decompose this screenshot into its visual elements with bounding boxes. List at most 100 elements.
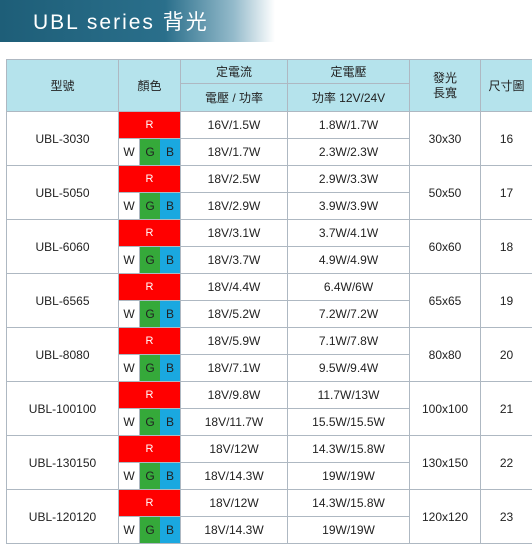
const-voltage-value: 2.9W/3.3W: [288, 166, 410, 193]
const-current-value: 18V/1.7W: [181, 139, 288, 166]
const-current-value: 18V/12W: [181, 436, 288, 463]
const-current-value: 18V/5.9W: [181, 328, 288, 355]
blue-swatch: B: [160, 139, 180, 165]
header-color: 顏色: [119, 60, 181, 112]
red-swatch: R: [119, 436, 180, 462]
const-voltage-value: 3.7W/4.1W: [288, 220, 410, 247]
const-voltage-value: 1.8W/1.7W: [288, 112, 410, 139]
size-chart-cell: 19: [481, 274, 532, 328]
header-sub-current: 電壓 / 功率: [181, 84, 288, 112]
white-swatch: W: [119, 139, 140, 165]
size-chart-cell: 21: [481, 382, 532, 436]
blue-swatch: B: [160, 355, 180, 381]
model-cell: UBL-100100: [7, 382, 119, 436]
color-red-cell: R: [119, 220, 181, 247]
red-swatch: R: [119, 112, 180, 138]
const-voltage-value: 7.2W/7.2W: [288, 301, 410, 328]
model-cell: UBL-8080: [7, 328, 119, 382]
led-size-cell: 30x30: [410, 112, 481, 166]
const-voltage-value: 9.5W/9.4W: [288, 355, 410, 382]
const-current-value: 18V/2.5W: [181, 166, 288, 193]
color-red-cell: R: [119, 274, 181, 301]
green-swatch: G: [140, 139, 160, 165]
led-size-cell: 130x150: [410, 436, 481, 490]
header-const-voltage: 定電壓: [288, 60, 410, 84]
blue-swatch: B: [160, 247, 180, 273]
model-cell: UBL-5050: [7, 166, 119, 220]
green-swatch: G: [140, 355, 160, 381]
const-voltage-value: 7.1W/7.8W: [288, 328, 410, 355]
header-led-len-wid: 發光 長寬: [410, 60, 481, 112]
red-swatch: R: [119, 274, 180, 300]
const-current-value: 18V/2.9W: [181, 193, 288, 220]
const-current-value: 16V/1.5W: [181, 112, 288, 139]
green-swatch: G: [140, 463, 160, 489]
const-current-value: 18V/7.1W: [181, 355, 288, 382]
white-swatch: W: [119, 301, 140, 327]
blue-swatch: B: [160, 193, 180, 219]
red-swatch: R: [119, 490, 180, 516]
const-voltage-value: 14.3W/15.8W: [288, 490, 410, 517]
header-sub-voltage: 功率 12V/24V: [288, 84, 410, 112]
model-cell: UBL-3030: [7, 112, 119, 166]
green-swatch: G: [140, 409, 160, 435]
const-voltage-value: 19W/19W: [288, 463, 410, 490]
const-current-value: 18V/4.4W: [181, 274, 288, 301]
model-cell: UBL-120120: [7, 490, 119, 544]
const-current-value: 18V/5.2W: [181, 301, 288, 328]
size-chart-cell: 20: [481, 328, 532, 382]
model-cell: UBL-6565: [7, 274, 119, 328]
green-swatch: G: [140, 517, 160, 543]
color-red-cell: R: [119, 328, 181, 355]
const-voltage-value: 14.3W/15.8W: [288, 436, 410, 463]
spec-table: 型號 顏色 定電流 定電壓 發光 長寬 尺寸圖 電壓 / 功率 功率 12V/2…: [6, 59, 532, 544]
red-swatch: R: [119, 166, 180, 192]
green-swatch: G: [140, 247, 160, 273]
color-red-cell: R: [119, 166, 181, 193]
const-voltage-value: 3.9W/3.9W: [288, 193, 410, 220]
led-size-cell: 120x120: [410, 490, 481, 544]
white-swatch: W: [119, 517, 140, 543]
model-cell: UBL-130150: [7, 436, 119, 490]
const-voltage-value: 11.7W/13W: [288, 382, 410, 409]
color-red-cell: R: [119, 490, 181, 517]
header-size-chart: 尺寸圖: [481, 60, 532, 112]
blue-swatch: B: [160, 463, 180, 489]
const-voltage-value: 15.5W/15.5W: [288, 409, 410, 436]
led-size-cell: 80x80: [410, 328, 481, 382]
white-swatch: W: [119, 193, 140, 219]
const-current-value: 18V/12W: [181, 490, 288, 517]
const-current-value: 18V/9.8W: [181, 382, 288, 409]
header-model: 型號: [7, 60, 119, 112]
blue-swatch: B: [160, 517, 180, 543]
red-swatch: R: [119, 382, 180, 408]
page-title: UBL series 背光: [0, 6, 209, 36]
size-chart-cell: 16: [481, 112, 532, 166]
red-swatch: R: [119, 220, 180, 246]
const-current-value: 18V/11.7W: [181, 409, 288, 436]
size-chart-cell: 18: [481, 220, 532, 274]
header-const-current: 定電流: [181, 60, 288, 84]
color-red-cell: R: [119, 112, 181, 139]
led-size-cell: 65x65: [410, 274, 481, 328]
color-red-cell: R: [119, 382, 181, 409]
green-swatch: G: [140, 301, 160, 327]
const-current-value: 18V/14.3W: [181, 517, 288, 544]
const-current-value: 18V/14.3W: [181, 463, 288, 490]
red-swatch: R: [119, 328, 180, 354]
const-current-value: 18V/3.7W: [181, 247, 288, 274]
const-voltage-value: 4.9W/4.9W: [288, 247, 410, 274]
